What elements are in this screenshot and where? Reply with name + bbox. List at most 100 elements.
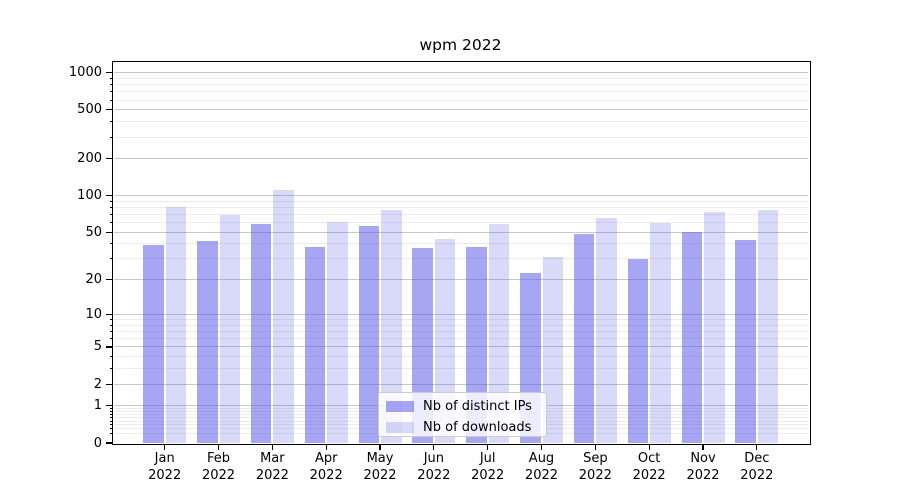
legend-row-downloads: Nb of downloads (386, 418, 546, 436)
bar-downloads (327, 221, 348, 443)
minor-gridline (114, 222, 808, 224)
y-major-tick (106, 442, 113, 444)
x-tick (271, 444, 273, 450)
minor-gridline (114, 77, 808, 79)
bar-distinct-ips (197, 241, 218, 443)
bar-downloads (165, 206, 187, 443)
y-minor-tick (110, 84, 113, 86)
legend-label-downloads: Nb of downloads (423, 419, 532, 435)
y-minor-tick (110, 206, 113, 208)
bar-downloads (381, 209, 402, 443)
minor-gridline (114, 200, 808, 202)
y-minor-tick (110, 243, 113, 245)
x-tick (648, 444, 650, 450)
legend: Nb of distinct IPs Nb of downloads (378, 392, 547, 437)
y-minor-tick (110, 428, 113, 430)
minor-gridline (114, 331, 808, 333)
y-major-tick (106, 383, 113, 385)
y-minor-tick (110, 121, 113, 123)
minor-gridline (114, 99, 808, 101)
bar-distinct-ips (681, 232, 702, 443)
y-major-tick (106, 231, 113, 233)
y-minor-tick (110, 324, 113, 326)
y-minor-tick (110, 356, 113, 358)
y-minor-tick (110, 368, 113, 370)
x-tick-label: Nov 2022 (686, 451, 720, 483)
y-minor-tick (110, 424, 113, 426)
y-tick-label: 100 (77, 188, 102, 204)
x-tick (217, 444, 220, 450)
x-tick-label: Aug 2022 (524, 451, 559, 483)
y-major-tick (106, 346, 113, 348)
y-minor-tick (110, 136, 113, 138)
bar-distinct-ips (143, 245, 164, 443)
minor-gridline (114, 136, 808, 138)
x-tick-label: May 2022 (363, 451, 397, 483)
y-minor-tick (110, 222, 113, 224)
y-minor-tick (110, 319, 113, 321)
minor-gridline (114, 121, 808, 123)
major-gridline (114, 383, 808, 385)
y-tick-label: 10 (85, 306, 102, 322)
y-minor-tick (110, 414, 113, 416)
x-tick (594, 444, 596, 450)
x-tick-label: Apr 2022 (309, 451, 343, 483)
bar-downloads (488, 223, 510, 443)
major-gridline (114, 109, 808, 111)
y-major-tick (106, 195, 113, 197)
plot-area (112, 61, 811, 445)
y-minor-tick (110, 91, 113, 93)
major-gridline (114, 279, 808, 281)
bar-downloads (757, 209, 779, 443)
x-tick (702, 444, 704, 450)
x-tick (164, 444, 166, 450)
major-gridline (114, 158, 808, 160)
x-tick (325, 444, 327, 450)
major-gridline (114, 231, 808, 233)
minor-gridline (114, 206, 808, 208)
y-major-tick (106, 109, 113, 111)
x-tick-label: Dec 2022 (740, 451, 774, 483)
y-tick-label: 50 (85, 224, 102, 240)
y-minor-tick (110, 99, 113, 101)
y-tick-label: 5 (93, 339, 102, 355)
major-gridline (114, 72, 808, 74)
x-tick (540, 444, 543, 450)
y-tick-label: 500 (77, 102, 102, 118)
bar-distinct-ips (304, 246, 326, 443)
bar-downloads (542, 257, 563, 443)
y-minor-tick (110, 258, 113, 260)
x-tick-label: Jan 2022 (148, 451, 182, 483)
x-tick-label: Sep 2022 (578, 451, 612, 483)
y-major-tick (106, 72, 113, 74)
bar-downloads (219, 214, 241, 443)
y-tick-label: 1 (93, 398, 102, 414)
legend-label-distinct-ips: Nb of distinct IPs (423, 398, 532, 414)
bar-distinct-ips (627, 258, 649, 443)
minor-gridline (114, 214, 808, 216)
minor-gridline (114, 356, 808, 358)
minor-gridline (114, 243, 808, 245)
x-tick (756, 444, 758, 450)
x-tick-label: Jun 2022 (417, 451, 451, 483)
major-gridline (114, 195, 808, 197)
bar-downloads (434, 238, 456, 443)
y-minor-tick (110, 432, 113, 434)
chart-title: wpm 2022 (419, 36, 502, 54)
x-tick (487, 444, 489, 450)
minor-gridline (114, 338, 808, 340)
y-minor-tick (110, 408, 113, 410)
bar-distinct-ips (250, 223, 272, 443)
y-tick-label: 2 (93, 376, 102, 392)
y-major-tick (106, 313, 113, 316)
bar-downloads (704, 211, 725, 443)
x-tick (379, 444, 381, 450)
bar-distinct-ips (573, 234, 595, 443)
bar-downloads (596, 217, 617, 443)
bar-downloads (650, 222, 671, 443)
bar-distinct-ips (735, 240, 756, 443)
minor-gridline (114, 91, 808, 93)
x-tick (433, 444, 435, 450)
legend-row-distinct-ips: Nb of distinct IPs (386, 397, 546, 415)
